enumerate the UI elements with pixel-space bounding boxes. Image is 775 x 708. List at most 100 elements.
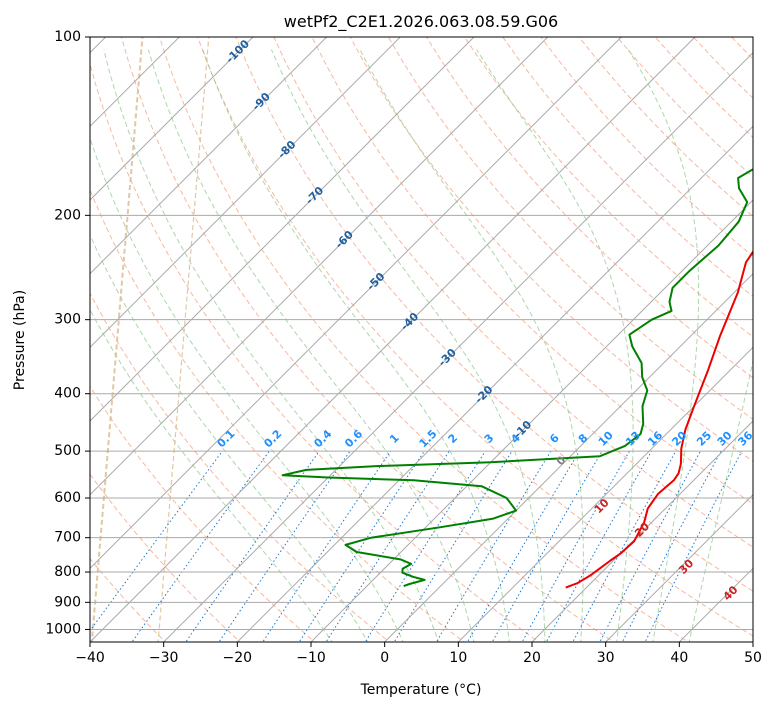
plot-area: -100-90-80-70-60-50-40-30-20-10010203040… bbox=[89, 36, 775, 644]
isotherm-line bbox=[90, 37, 623, 570]
mixing-ratio-label: 0.6 bbox=[342, 427, 365, 450]
isotherm-line bbox=[90, 37, 328, 275]
dry-adiabat-line bbox=[90, 292, 391, 642]
x-axis-label: Temperature (°C) bbox=[360, 682, 482, 698]
dry-adiabat-line bbox=[273, 37, 753, 548]
isotherm-line bbox=[90, 37, 696, 642]
moist-adiabat-line bbox=[627, 49, 700, 642]
y-tick-label: 600 bbox=[54, 490, 81, 506]
mixing-ratio-line bbox=[185, 450, 320, 642]
isotherm-line bbox=[90, 37, 549, 496]
mixing-ratio-line bbox=[644, 450, 743, 642]
y-tick-label: 1000 bbox=[45, 621, 81, 637]
adiabat-label: 20 bbox=[632, 520, 652, 540]
isotherm-line bbox=[236, 125, 753, 642]
dry-adiabat-line bbox=[90, 62, 540, 642]
dry-adiabat-line bbox=[464, 37, 753, 338]
y-tick-label: 800 bbox=[54, 564, 81, 580]
dry-adiabat-line bbox=[425, 37, 753, 379]
x-tick-label: −10 bbox=[296, 650, 326, 666]
y-tick-label: 500 bbox=[54, 443, 81, 459]
y-tick-label: 900 bbox=[54, 594, 81, 610]
y-tick-label: 300 bbox=[54, 312, 81, 328]
mixing-ratio-label: 16 bbox=[645, 428, 665, 448]
x-tick-label: 0 bbox=[380, 650, 389, 666]
y-axis-label: Pressure (hPa) bbox=[12, 290, 28, 390]
dry-adiabat-line bbox=[90, 385, 316, 642]
mixing-ratio-label: 0.1 bbox=[215, 427, 238, 450]
adiabat-label: 30 bbox=[676, 557, 696, 577]
x-tick-label: −30 bbox=[149, 650, 179, 666]
auxiliary-curve bbox=[90, 37, 144, 642]
y-axis: 100 200 300 400 500 600 700 800 900 1000 bbox=[45, 29, 90, 637]
mixing-ratio-line bbox=[218, 450, 351, 642]
dry-adiabat-line bbox=[387, 37, 753, 420]
mixing-ratio-line bbox=[435, 450, 552, 642]
moist-adiabat-line bbox=[90, 136, 404, 642]
dry-adiabat-line bbox=[654, 37, 753, 139]
y-tick-label: 200 bbox=[54, 207, 81, 223]
dewpoint-profile-line bbox=[281, 168, 753, 588]
isotherm-line bbox=[90, 37, 254, 201]
dry-adiabat-line bbox=[502, 37, 753, 298]
isotherm-line bbox=[531, 420, 753, 642]
mixing-ratio-label: 25 bbox=[694, 429, 714, 449]
adiabat-label: 40 bbox=[721, 583, 741, 603]
isotherm-line bbox=[90, 37, 402, 349]
mixing-ratio-line bbox=[325, 450, 450, 642]
mixing-ratio-label: 0.4 bbox=[311, 427, 334, 450]
mixing-ratio-label: 1 bbox=[387, 431, 402, 446]
dry-adiabat-line bbox=[311, 37, 753, 505]
dry-adiabat-line bbox=[349, 37, 753, 462]
mixing-ratio-line bbox=[572, 450, 677, 642]
mixing-ratio-label: 6 bbox=[547, 431, 562, 446]
isotherm-line bbox=[604, 493, 753, 642]
dry-adiabat-line bbox=[692, 37, 753, 99]
dry-adiabat-line bbox=[90, 188, 465, 642]
isotherm-line bbox=[162, 51, 753, 642]
dry-adiabat-line bbox=[235, 37, 753, 592]
mixing-ratio-line bbox=[393, 450, 513, 642]
mixing-ratio-line bbox=[599, 450, 701, 642]
x-tick-label: 10 bbox=[449, 650, 467, 666]
isotherm-line bbox=[383, 272, 753, 642]
x-tick-label: 50 bbox=[744, 650, 762, 666]
isotherm-line bbox=[310, 199, 753, 642]
dry-adiabat-line bbox=[770, 37, 775, 644]
moist-adiabat-line bbox=[270, 49, 546, 642]
y-tick-label: 400 bbox=[54, 386, 81, 402]
auxiliary-curve bbox=[157, 37, 210, 642]
mixing-ratio-label: 0.2 bbox=[261, 427, 284, 450]
isotherm-line bbox=[90, 37, 181, 128]
mixing-ratio-label: 2 bbox=[446, 431, 461, 446]
x-tick-label: 20 bbox=[523, 650, 541, 666]
x-tick-label: 40 bbox=[670, 650, 688, 666]
mixing-ratio-label: 20 bbox=[669, 428, 689, 448]
isotherm-label: -50 bbox=[364, 270, 387, 293]
dry-adiabat-line bbox=[197, 37, 753, 637]
x-axis: −40 −30 −20 −10 0 10 20 30 40 50 bbox=[75, 642, 762, 666]
y-tick-label: 100 bbox=[54, 29, 81, 45]
mixing-ratio-line bbox=[466, 450, 580, 642]
mixing-ratio-label: 10 bbox=[596, 428, 616, 448]
dry-adiabat-line bbox=[90, 473, 241, 642]
mixing-ratio-line bbox=[298, 450, 425, 642]
moist-adiabat-line bbox=[202, 49, 510, 642]
isotherm-line bbox=[90, 37, 475, 422]
isotherm-line bbox=[752, 641, 753, 642]
mixing-ratio-label: 30 bbox=[715, 428, 735, 448]
isotherm-label: -20 bbox=[472, 383, 495, 406]
adiabat-label: 10 bbox=[592, 496, 612, 516]
chart-title: wetPf2_C2E1.2026.063.08.59.G06 bbox=[284, 12, 558, 32]
temperature-profile-line bbox=[565, 250, 753, 589]
mixing-ratio-label: 1.5 bbox=[417, 427, 440, 450]
mixing-ratio-line bbox=[262, 450, 392, 642]
plot-frame bbox=[89, 36, 754, 643]
mixing-ratio-label: 3 bbox=[482, 431, 497, 446]
moist-adiabat-line bbox=[476, 49, 634, 642]
isotherm-line bbox=[457, 346, 753, 642]
moist-adiabat-line bbox=[90, 233, 369, 642]
mixing-ratio-label: 8 bbox=[576, 431, 591, 446]
y-tick-label: 700 bbox=[54, 530, 81, 546]
